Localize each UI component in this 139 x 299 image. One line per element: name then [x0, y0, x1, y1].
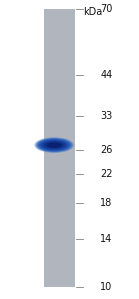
- Ellipse shape: [34, 137, 75, 153]
- Ellipse shape: [41, 140, 68, 150]
- Ellipse shape: [41, 140, 67, 150]
- Ellipse shape: [43, 141, 65, 149]
- Ellipse shape: [45, 142, 64, 148]
- Bar: [44, 9, 75, 287]
- Text: 44: 44: [100, 70, 112, 80]
- Ellipse shape: [38, 139, 70, 151]
- Ellipse shape: [40, 140, 68, 150]
- Ellipse shape: [35, 138, 73, 152]
- Ellipse shape: [44, 141, 64, 149]
- Ellipse shape: [43, 141, 66, 150]
- Text: 26: 26: [100, 146, 112, 155]
- Ellipse shape: [47, 143, 62, 148]
- Ellipse shape: [47, 143, 61, 147]
- Ellipse shape: [35, 138, 74, 153]
- Text: 22: 22: [100, 169, 113, 179]
- Text: 33: 33: [100, 112, 112, 121]
- Text: 10: 10: [100, 282, 112, 292]
- Ellipse shape: [39, 139, 69, 151]
- Text: 14: 14: [100, 234, 112, 244]
- Ellipse shape: [46, 142, 62, 148]
- Ellipse shape: [39, 139, 70, 151]
- Ellipse shape: [44, 141, 65, 149]
- Ellipse shape: [36, 138, 72, 152]
- Ellipse shape: [36, 138, 73, 152]
- Ellipse shape: [37, 138, 71, 152]
- Ellipse shape: [42, 141, 67, 150]
- Ellipse shape: [38, 139, 71, 152]
- Ellipse shape: [48, 143, 60, 147]
- Text: 70: 70: [100, 4, 112, 14]
- Text: 18: 18: [100, 198, 112, 208]
- Ellipse shape: [45, 142, 63, 148]
- Text: kDa: kDa: [83, 7, 103, 17]
